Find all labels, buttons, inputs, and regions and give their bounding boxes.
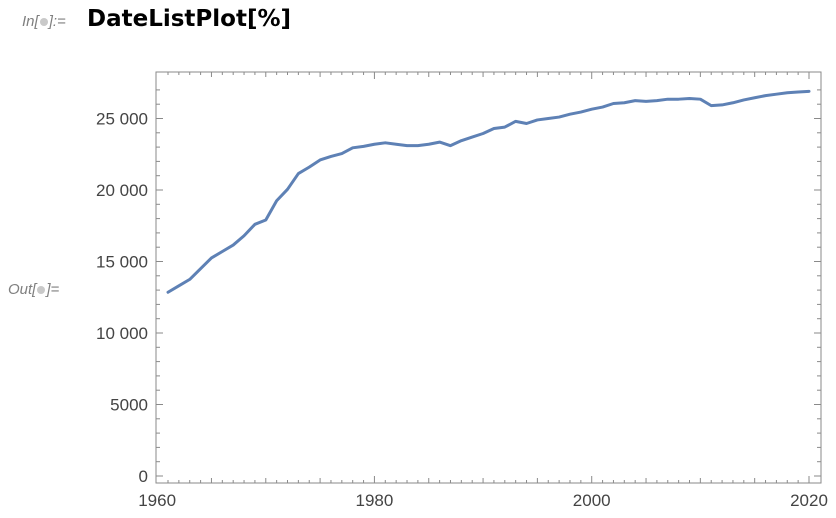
y-tick-label: 15 000 — [96, 253, 148, 272]
tick-labels: 0 5000 10 000 15 000 20 000 25 000 1960 1980 200… — [96, 110, 828, 511]
y-tick-label: 10 000 — [96, 324, 148, 343]
y-tick-label: 25 000 — [96, 110, 148, 129]
series-line — [166, 89, 811, 294]
x-tick-label: 1980 — [356, 491, 394, 510]
output-prompt-text: Out[ — [8, 281, 37, 298]
y-tick-label: 5000 — [110, 396, 148, 415]
input-prompt-suffix: ]:= — [48, 13, 66, 30]
x-tick-label: 2000 — [573, 491, 611, 510]
input-prompt-text: In[ — [22, 13, 39, 30]
cell-number-placeholder-icon — [39, 18, 48, 26]
plot-frame — [155, 71, 822, 484]
cell-number-placeholder-icon — [37, 286, 46, 294]
output-prompt-label: Out[ ]= — [8, 281, 59, 298]
y-tick-label: 20 000 — [96, 181, 148, 200]
tick-marks — [156, 72, 821, 483]
input-code[interactable]: DateListPlot[%] — [87, 6, 292, 32]
input-prompt-label: In[ ]:= — [22, 13, 66, 30]
x-tick-label: 2020 — [790, 491, 828, 510]
x-tick-label: 1960 — [138, 491, 176, 510]
y-tick-label: 0 — [139, 467, 148, 486]
output-prompt-suffix: ]= — [46, 281, 60, 298]
